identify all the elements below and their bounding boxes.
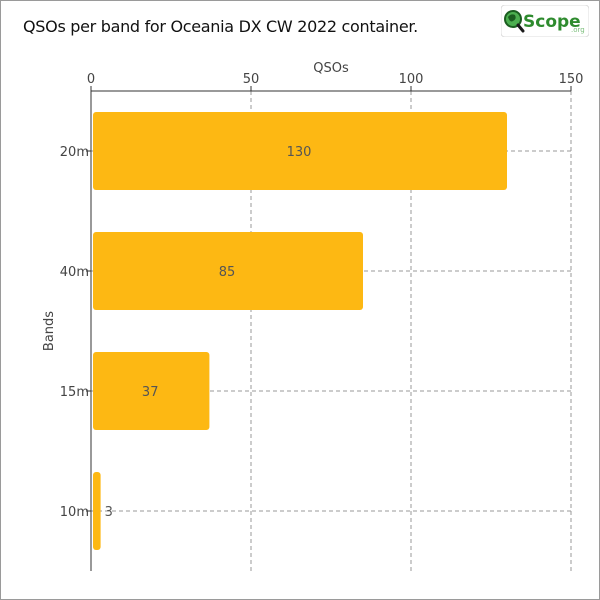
axes: 0 50 100 150 20m 40m 15m 10m xyxy=(60,72,584,571)
magnifier-globe-icon xyxy=(504,10,525,33)
bar-10m xyxy=(93,472,101,550)
logo-suffix: .org xyxy=(571,26,585,34)
bar-20m xyxy=(93,112,507,190)
y-tick-label: 20m xyxy=(60,145,89,160)
bar-40m xyxy=(93,232,363,310)
y-tick-label: 40m xyxy=(60,265,89,280)
bar-value-label: 3 xyxy=(105,505,113,520)
bar-value-label: 130 xyxy=(287,145,312,160)
x-axis-label: QSOs xyxy=(313,61,349,76)
y-tick-label: 15m xyxy=(60,385,89,400)
logo-name: Scope xyxy=(523,12,581,32)
chart-title: QSOs per band for Oceania DX CW 2022 con… xyxy=(23,17,418,36)
x-tick-label: 100 xyxy=(399,72,424,87)
x-tick-label: 0 xyxy=(87,72,95,87)
y-axis-label: Bands xyxy=(42,311,57,351)
y-tick-label: 10m xyxy=(60,505,89,520)
qscope-logo: Scope .org xyxy=(501,5,589,37)
bar-value-label: 85 xyxy=(219,265,236,280)
x-tick-label: 150 xyxy=(559,72,584,87)
bar-15m xyxy=(93,352,210,430)
x-tick-label: 50 xyxy=(243,72,260,87)
bars: 130 85 37 3 xyxy=(93,112,507,550)
bar-value-label: 37 xyxy=(142,385,159,400)
